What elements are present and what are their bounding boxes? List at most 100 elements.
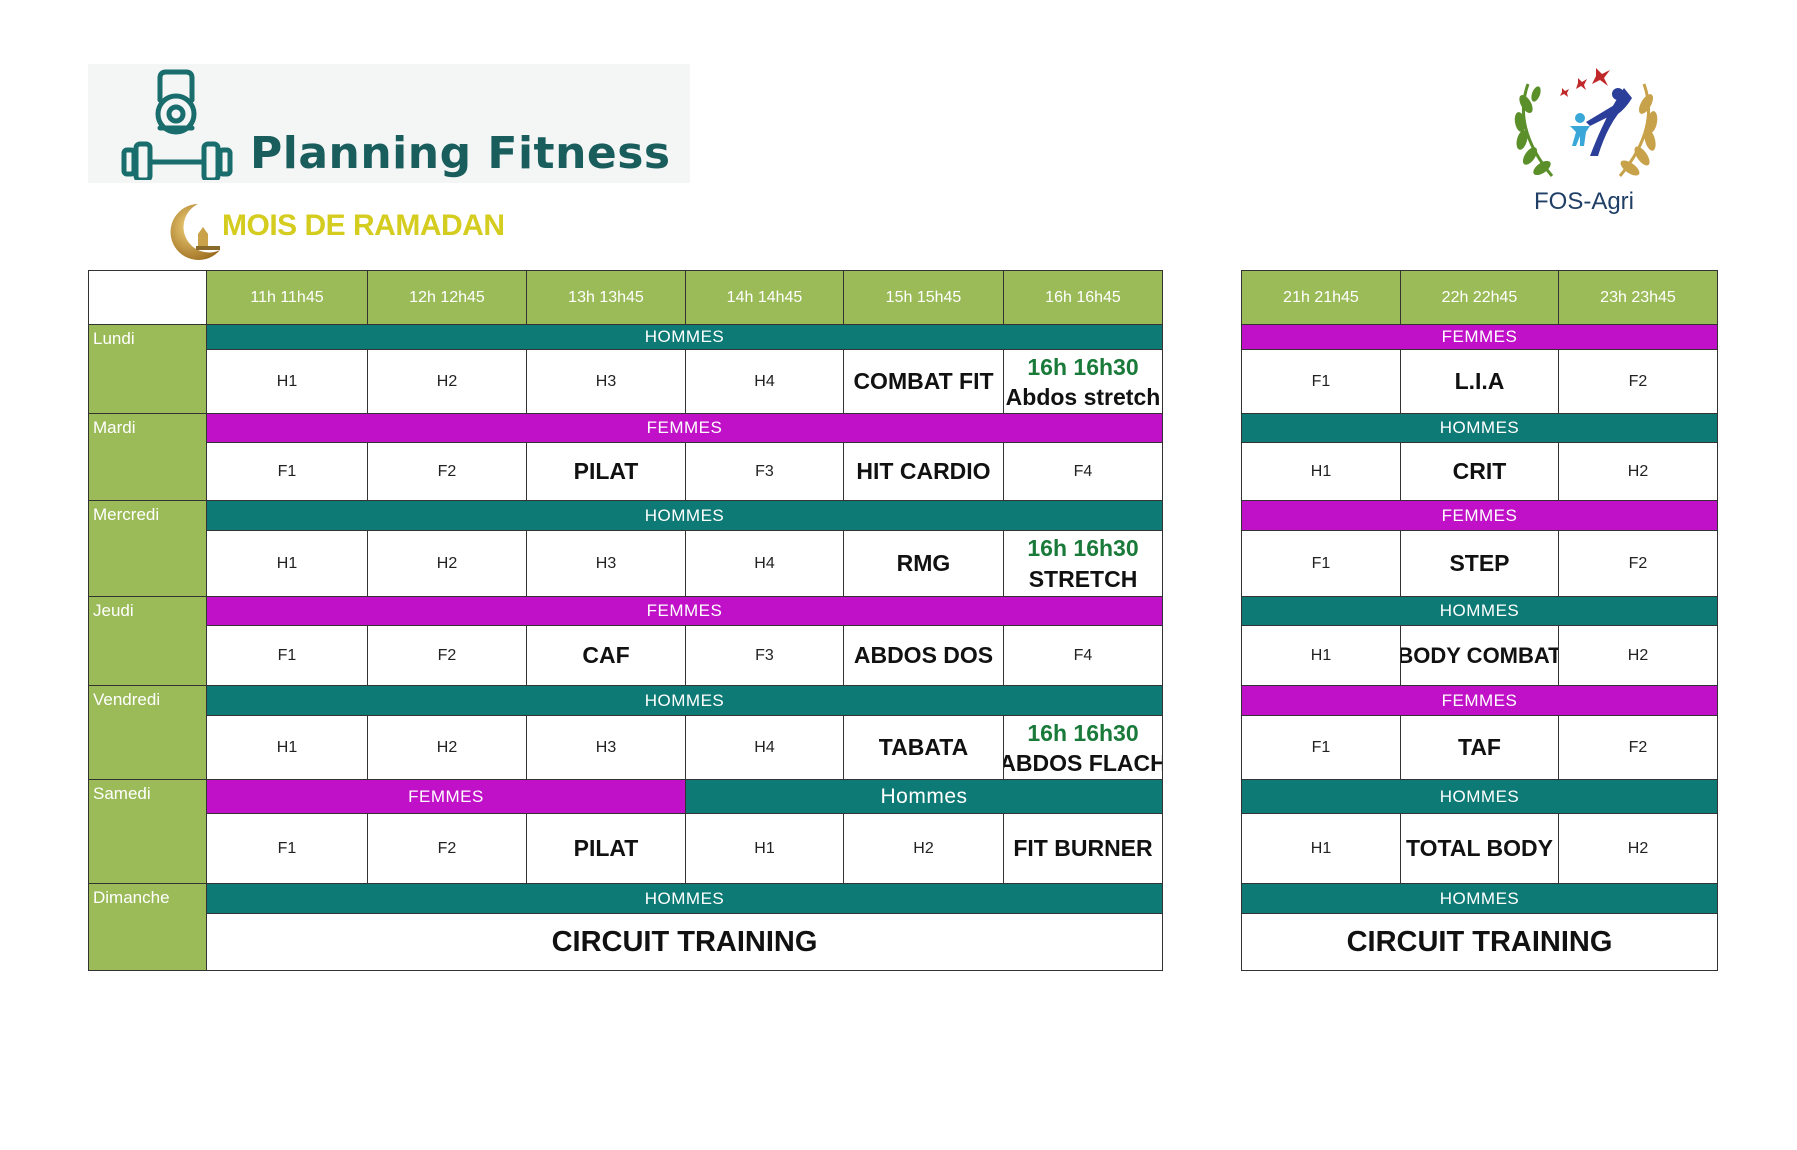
session-cell: CAF <box>526 625 686 686</box>
day-name: Samedi <box>93 784 151 803</box>
session-name: H1 <box>754 839 775 857</box>
group-label: FEMMES <box>408 786 484 806</box>
session-cell: F1 <box>1241 530 1401 597</box>
day-label: Mercredi <box>88 500 207 597</box>
time-header: 16h 16h45 <box>1003 270 1163 325</box>
session-name: RMG <box>896 550 951 576</box>
session-cell: CRIT <box>1400 442 1559 501</box>
day-name: Vendredi <box>93 690 161 709</box>
session-cell: F4 <box>1003 625 1163 686</box>
session-cell: L.I.A <box>1400 349 1559 414</box>
group-band: FEMMES <box>206 596 1163 626</box>
time-header-label: 22h 22h45 <box>1441 288 1518 306</box>
time-header: 23h 23h45 <box>1558 270 1718 325</box>
session-cell: F2 <box>1558 530 1718 597</box>
time-header-label: 16h 16h45 <box>1045 288 1121 306</box>
group-band: FEMMES <box>206 779 686 814</box>
session-cell: HIT CARDIO <box>843 442 1004 501</box>
session-name: F2 <box>1628 372 1648 390</box>
group-band: HOMMES <box>1241 413 1718 443</box>
app-title: Planning Fitness <box>250 128 671 179</box>
session-name: L.I.A <box>1454 368 1505 394</box>
time-header-label: 23h 23h45 <box>1600 288 1676 306</box>
group-band: HOMMES <box>206 324 1163 350</box>
group-band: FEMMES <box>1241 685 1718 716</box>
group-band: HOMMES <box>206 883 1163 914</box>
session-cell: TAF <box>1400 715 1559 780</box>
session-cell: F2 <box>367 813 527 884</box>
session-cell: 16h 16h30 STRETCH <box>1003 530 1163 597</box>
session-name: F2 <box>437 646 457 664</box>
session-cell: H4 <box>685 715 844 780</box>
session-name: CIRCUIT TRAINING <box>551 925 818 958</box>
session-name: TAF <box>1457 734 1501 760</box>
day-label: Lundi <box>88 324 207 414</box>
group-band: HOMMES <box>1241 779 1718 814</box>
group-label: FEMMES <box>646 418 723 437</box>
day-label: Mardi <box>88 413 207 501</box>
session-name: F2 <box>1628 738 1648 756</box>
session-cell: H2 <box>843 813 1004 884</box>
day-label: Dimanche <box>88 883 207 971</box>
session-name: ABDOS FLACH <box>1003 750 1163 776</box>
session-cell: H2 <box>367 530 527 597</box>
session-name: TOTAL BODY <box>1406 835 1553 861</box>
day-name: Mercredi <box>93 505 160 524</box>
session-name: H2 <box>436 738 458 756</box>
session-cell: ABDOS DOS <box>843 625 1004 686</box>
group-label: HOMMES <box>1439 601 1520 620</box>
session-cell: H2 <box>367 715 527 780</box>
session-cell: 16h 16h30 Abdos stretch <box>1003 349 1163 414</box>
session-cell: F3 <box>685 442 844 501</box>
session-name: H1 <box>276 738 298 756</box>
session-cell: H2 <box>1558 625 1718 686</box>
session-cell: H3 <box>526 530 686 597</box>
group-label: Hommes <box>880 784 968 808</box>
session-name: H2 <box>1627 462 1649 480</box>
session-cell: H3 <box>526 715 686 780</box>
group-label: HOMMES <box>1439 418 1520 437</box>
time-header-label: 12h 12h45 <box>409 288 485 306</box>
session-name: H4 <box>754 554 775 572</box>
session-name: H3 <box>595 554 617 572</box>
session-cell: F1 <box>1241 349 1401 414</box>
time-header: 21h 21h45 <box>1241 270 1401 325</box>
group-label: HOMMES <box>1439 786 1520 806</box>
day-label: Vendredi <box>88 685 207 780</box>
time-header: 22h 22h45 <box>1400 270 1559 325</box>
session-name: ABDOS DOS <box>853 642 994 668</box>
session-cell: H3 <box>526 349 686 414</box>
session-name: COMBAT FIT <box>853 368 994 394</box>
group-band: FEMMES <box>206 413 1163 443</box>
session-time: 16h 16h30 <box>1027 720 1139 746</box>
day-name: Lundi <box>93 329 135 348</box>
session-name: STEP <box>1449 550 1510 576</box>
group-band: HOMMES <box>206 500 1163 531</box>
group-label: HOMMES <box>1439 888 1520 908</box>
session-cell: F2 <box>1558 349 1718 414</box>
session-cell: COMBAT FIT <box>843 349 1004 414</box>
time-header-label: 21h 21h45 <box>1283 288 1359 306</box>
session-name: H3 <box>595 738 617 756</box>
time-header: 15h 15h45 <box>843 270 1004 325</box>
session-cell: H4 <box>685 349 844 414</box>
session-name: PILAT <box>573 458 639 484</box>
session-cell: STEP <box>1400 530 1559 597</box>
session-cell: TOTAL BODY <box>1400 813 1559 884</box>
group-label: HOMMES <box>644 690 725 710</box>
session-name: F3 <box>755 646 774 664</box>
kettlebell-dumbbell-icon <box>121 69 233 180</box>
session-cell: PILAT <box>526 813 686 884</box>
group-band: FEMMES <box>1241 324 1718 350</box>
group-band: HOMMES <box>1241 883 1718 914</box>
session-name: BODY COMBAT <box>1400 642 1559 668</box>
session-name: TABATA <box>878 734 969 760</box>
session-name: H2 <box>436 372 458 390</box>
group-band: Hommes <box>685 779 1163 814</box>
session-cell: H2 <box>1558 813 1718 884</box>
session-cell: F2 <box>1558 715 1718 780</box>
session-cell: CIRCUIT TRAINING <box>1241 913 1718 971</box>
session-name: F1 <box>277 839 297 857</box>
session-name: H1 <box>1310 462 1332 480</box>
group-label: FEMMES <box>1441 505 1518 525</box>
